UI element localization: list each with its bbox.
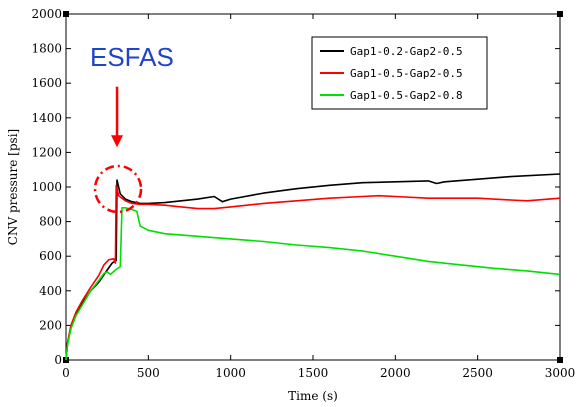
y-tick-label: 1600 bbox=[31, 76, 62, 90]
corner-marker bbox=[63, 11, 69, 17]
y-tick-label: 2000 bbox=[31, 7, 62, 21]
annotations: ESFAS bbox=[90, 42, 174, 214]
esfas-highlight-circle bbox=[93, 164, 143, 214]
esfas-arrow-head bbox=[111, 135, 124, 148]
y-tick-label: 400 bbox=[39, 284, 62, 298]
x-tick-label: 2000 bbox=[380, 366, 411, 380]
legend-label: Gap1-0.5-Gap2-0.8 bbox=[350, 89, 463, 102]
axes: 0 500 1000 1500 2000 2500 3000 0 200 400 600 800 100… bbox=[31, 7, 575, 380]
y-tick-label: 200 bbox=[39, 318, 62, 332]
series-line-3 bbox=[65, 207, 561, 361]
x-tick-label: 1000 bbox=[215, 366, 246, 380]
x-axis-title: Time (s) bbox=[288, 389, 338, 403]
legend-label: Gap1-0.2-Gap2-0.5 bbox=[350, 45, 463, 58]
y-axis-title: CNV pressure [psi] bbox=[6, 129, 20, 245]
corner-marker bbox=[557, 11, 563, 17]
corner-marker bbox=[557, 357, 563, 363]
series-lines bbox=[65, 173, 561, 361]
y-tick-label: 1400 bbox=[31, 111, 62, 125]
y-tick-label: 800 bbox=[39, 215, 62, 229]
x-tick-label: 2500 bbox=[462, 366, 493, 380]
y-tick-label: 0 bbox=[54, 353, 62, 367]
x-tick-label: 3000 bbox=[545, 366, 576, 380]
y-tick-label: 600 bbox=[39, 249, 62, 263]
y-tick-label: 1000 bbox=[31, 180, 62, 194]
series-line-2 bbox=[65, 184, 561, 361]
x-tick-label: 500 bbox=[137, 366, 160, 380]
legend-label: Gap1-0.5-Gap2-0.5 bbox=[350, 67, 463, 80]
x-tick-label: 1500 bbox=[298, 366, 329, 380]
y-tick-label: 1800 bbox=[31, 42, 62, 56]
esfas-label: ESFAS bbox=[90, 42, 174, 72]
y-tick-label: 1200 bbox=[31, 145, 62, 159]
x-tick-label: 0 bbox=[62, 366, 70, 380]
legend: Gap1-0.2-Gap2-0.5 Gap1-0.5-Gap2-0.5 Gap1-0… bbox=[311, 36, 488, 110]
